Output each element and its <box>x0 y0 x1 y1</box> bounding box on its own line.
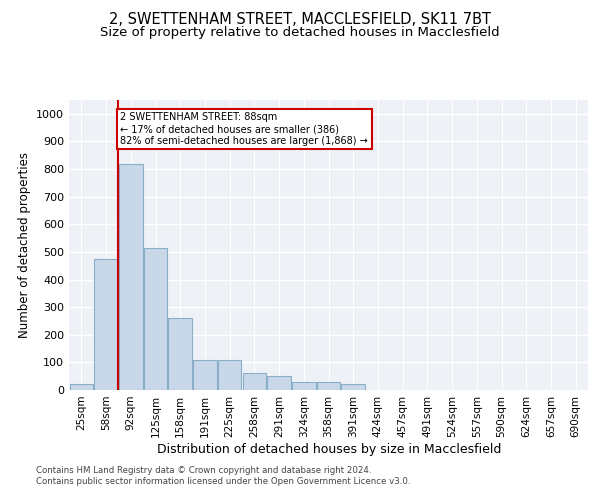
Y-axis label: Number of detached properties: Number of detached properties <box>17 152 31 338</box>
Bar <box>242 374 266 390</box>
Bar <box>341 384 365 390</box>
Text: 2 SWETTENHAM STREET: 88sqm
← 17% of detached houses are smaller (386)
82% of sem: 2 SWETTENHAM STREET: 88sqm ← 17% of deta… <box>121 112 368 146</box>
Bar <box>94 259 118 390</box>
Bar <box>144 248 167 390</box>
Bar <box>268 376 291 390</box>
Text: Distribution of detached houses by size in Macclesfield: Distribution of detached houses by size … <box>157 442 501 456</box>
Bar <box>169 318 192 390</box>
Bar <box>292 382 316 390</box>
Bar <box>193 360 217 390</box>
Bar <box>70 384 93 390</box>
Bar <box>218 360 241 390</box>
Text: Size of property relative to detached houses in Macclesfield: Size of property relative to detached ho… <box>100 26 500 39</box>
Text: Contains HM Land Registry data © Crown copyright and database right 2024.: Contains HM Land Registry data © Crown c… <box>36 466 371 475</box>
Bar <box>119 164 143 390</box>
Text: 2, SWETTENHAM STREET, MACCLESFIELD, SK11 7BT: 2, SWETTENHAM STREET, MACCLESFIELD, SK11… <box>109 12 491 28</box>
Text: Contains public sector information licensed under the Open Government Licence v3: Contains public sector information licen… <box>36 478 410 486</box>
Bar <box>317 382 340 390</box>
